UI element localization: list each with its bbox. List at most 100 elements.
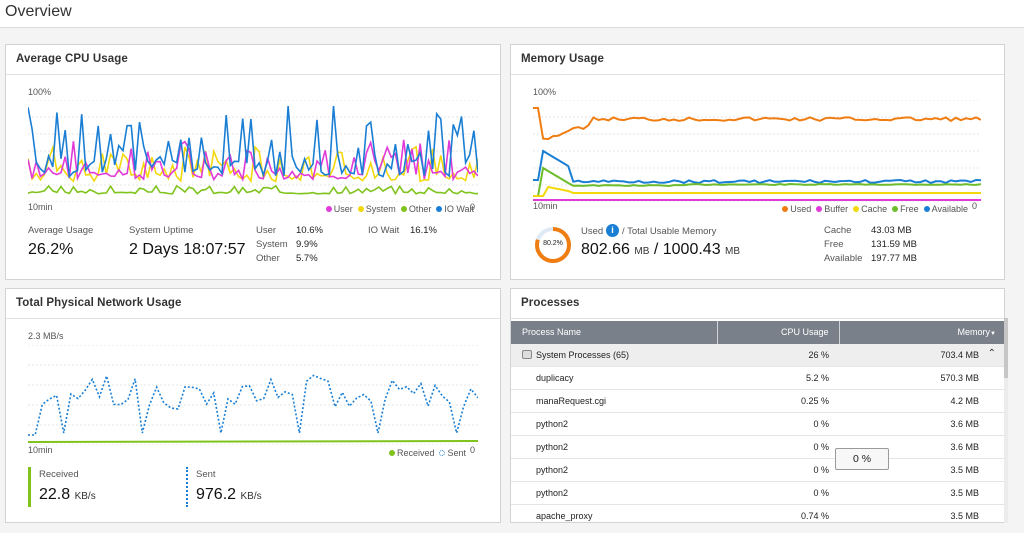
cpu-system-value: 9.9% — [296, 239, 318, 250]
network-panel: Total Physical Network Usage 2.3 MB/s 10… — [5, 288, 501, 523]
sent-bar — [186, 467, 188, 507]
cpu-legend-item[interactable]: User — [325, 204, 353, 214]
process-rows: duplicacy 5.2 % 570.3 MB manaRequest.cgi 0.2… — [511, 367, 1004, 522]
process-row[interactable]: manaRequest.cgi 0.25 % 4.2 MB — [511, 390, 1004, 413]
group-icon — [522, 350, 532, 359]
cpu-panel-header: Average CPU Usage — [6, 45, 500, 75]
processes-panel: Processes Process Name CPU Usage Memory▼… — [510, 288, 1005, 523]
process-cpu: 0 % — [813, 419, 829, 429]
process-row[interactable]: python2 0 % 3.6 MB — [511, 413, 1004, 436]
cpu-legend: User System Other IO Wait — [321, 204, 474, 214]
cpu-y-max-label: 100% — [28, 87, 52, 97]
memory-separator: / — [653, 241, 659, 258]
process-row[interactable]: apache_proxy 0.74 % 3.5 MB — [511, 505, 1004, 522]
processes-panel-title: Processes — [521, 297, 580, 309]
memory-gauge-percent: 80.2% — [543, 240, 563, 247]
memory-legend-label: Free — [900, 204, 919, 214]
process-name: manaRequest.cgi — [536, 396, 607, 406]
cpu-x-end-label: 0 — [470, 202, 476, 212]
info-icon[interactable]: i — [606, 224, 619, 237]
memory-chart — [533, 100, 981, 202]
cpu-avg-label: Average Usage — [28, 225, 94, 236]
cpu-other-label: Other — [256, 253, 280, 264]
process-name: duplicacy — [536, 373, 574, 383]
network-legend-item[interactable]: Sent — [439, 448, 466, 458]
cpu-tooltip: 0 % — [835, 448, 889, 470]
memory-legend-item[interactable]: Buffer — [816, 204, 848, 214]
process-cpu: 0 % — [813, 488, 829, 498]
received-bar — [28, 467, 31, 507]
memory-legend-label: Available — [931, 204, 968, 214]
memory-legend: Used Buffer Cache Free Available — [777, 204, 968, 214]
cpu-chart — [28, 100, 478, 202]
process-group-row[interactable]: System Processes (65) 26 % 703.4 MB ⌃ — [511, 344, 1004, 367]
process-mem: 3.5 MB — [950, 465, 979, 475]
col-cpu-usage[interactable]: CPU Usage — [781, 327, 829, 337]
group-name: System Processes (65) — [536, 350, 630, 360]
processes-scrollbar[interactable] — [1004, 318, 1008, 523]
memory-free-value: 131.59 MB — [871, 239, 917, 250]
cpu-user-value: 10.6% — [296, 225, 323, 236]
memory-cache-label: Cache — [824, 225, 852, 236]
process-row[interactable]: python2 0 % 3.5 MB — [511, 459, 1004, 482]
cpu-iowait-value: 16.1% — [410, 225, 437, 236]
process-mem: 3.6 MB — [950, 442, 979, 452]
cpu-series-line — [28, 105, 478, 179]
collapse-chevron-icon[interactable]: ⌃ — [987, 348, 996, 359]
legend-dot-icon — [388, 450, 395, 456]
memory-total-value: 1000.43 — [662, 241, 721, 258]
cpu-legend-label: IO Wait — [444, 204, 474, 214]
process-name: python2 — [536, 488, 569, 498]
legend-dot-icon — [400, 206, 407, 212]
legend-dot-icon — [923, 206, 930, 212]
cpu-legend-item[interactable]: IO Wait — [436, 204, 474, 214]
network-sent-line — [28, 373, 478, 436]
process-row[interactable]: python2 0 % 3.5 MB — [511, 482, 1004, 505]
cpu-system-label: System — [256, 239, 288, 250]
process-mem: 3.5 MB — [950, 511, 979, 521]
process-cpu: 5.2 % — [805, 373, 829, 383]
memory-y-max-label: 100% — [533, 87, 557, 97]
memory-used-line — [533, 107, 981, 141]
cpu-legend-item[interactable]: System — [357, 204, 396, 214]
cpu-uptime-label: System Uptime — [129, 225, 194, 236]
legend-dot-icon — [439, 450, 446, 456]
network-received-line — [28, 440, 478, 443]
memory-legend-item[interactable]: Available — [923, 204, 968, 214]
memory-legend-item[interactable]: Free — [892, 204, 919, 214]
cpu-legend-item[interactable]: Other — [400, 204, 432, 214]
process-mem: 3.5 MB — [950, 488, 979, 498]
legend-dot-icon — [892, 206, 899, 212]
memory-legend-item[interactable]: Cache — [853, 204, 887, 214]
memory-gauge — [535, 227, 571, 263]
col-process-name[interactable]: Process Name — [522, 327, 582, 337]
network-x-label: 10min — [28, 445, 53, 455]
received-value: 22.8 — [39, 486, 71, 503]
network-panel-header: Total Physical Network Usage — [6, 289, 500, 319]
memory-panel-title: Memory Usage — [521, 53, 605, 65]
cpu-legend-label: System — [365, 204, 396, 214]
memory-cache-value: 43.03 MB — [871, 225, 912, 236]
received-unit: KB/s — [74, 491, 96, 502]
legend-dot-icon — [325, 206, 332, 212]
col-memory[interactable]: Memory▼ — [958, 327, 996, 337]
cpu-legend-label: Other — [408, 204, 432, 214]
memory-available-line — [533, 149, 981, 185]
cpu-user-label: User — [256, 225, 277, 236]
cpu-series-line — [28, 139, 478, 183]
legend-dot-icon — [816, 206, 823, 212]
sent-unit: KB/s — [240, 491, 262, 502]
memory-used-total: 802.66 MB / 1000.43 MB — [581, 241, 740, 259]
process-row[interactable]: python2 0 % 3.6 MB — [511, 436, 1004, 459]
group-mem: 703.4 MB — [940, 350, 979, 360]
legend-dot-icon — [436, 206, 443, 212]
memory-x-end-label: 0 — [972, 201, 978, 211]
network-panel-title: Total Physical Network Usage — [16, 297, 182, 309]
network-legend-label: Received — [396, 448, 435, 458]
network-legend-item[interactable]: Received — [388, 448, 435, 458]
processes-scrollbar-thumb[interactable] — [1004, 318, 1008, 378]
memory-legend-item[interactable]: Used — [782, 204, 811, 214]
network-chart — [28, 345, 478, 445]
process-row[interactable]: duplicacy 5.2 % 570.3 MB — [511, 367, 1004, 390]
memory-panel: Memory Usage 100% 10min 0 Used Buffer Cach… — [510, 44, 1005, 280]
